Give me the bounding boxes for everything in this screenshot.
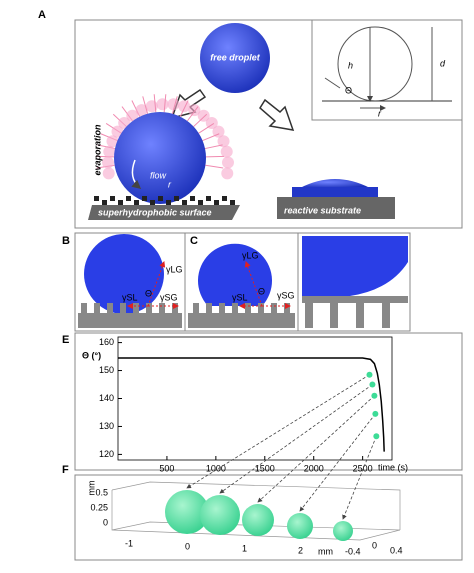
inset-rc: r bbox=[378, 108, 382, 118]
data-point bbox=[366, 372, 372, 378]
gamma-lg: γLG bbox=[166, 264, 183, 274]
surface-cell bbox=[198, 200, 203, 205]
inset-theta: Θ bbox=[345, 85, 352, 95]
gamma-sl: γSL bbox=[232, 292, 248, 302]
surface-cell bbox=[174, 196, 179, 201]
vapor bbox=[103, 146, 115, 158]
contact-angle-curve bbox=[118, 358, 384, 452]
x-tick-label: 1000 bbox=[206, 463, 226, 473]
y-tick-label: 140 bbox=[99, 393, 114, 403]
x-tick: 0 bbox=[185, 541, 190, 551]
surface-cell bbox=[222, 196, 227, 201]
y-tick-label: 130 bbox=[99, 421, 114, 431]
y-tick-label: 120 bbox=[99, 449, 114, 459]
panel-label: E bbox=[62, 334, 69, 346]
panel-label: A bbox=[38, 9, 46, 21]
gamma-lg: γLG bbox=[242, 250, 259, 260]
droplet-3d bbox=[200, 495, 240, 535]
reactive-layer bbox=[292, 187, 378, 197]
evaporation-label: evaporation bbox=[92, 124, 102, 176]
substrate-label: reactive substrate bbox=[284, 205, 361, 215]
pillars bbox=[302, 296, 408, 328]
evaporating-droplet bbox=[114, 112, 206, 204]
theta: Θ bbox=[145, 288, 152, 298]
surface-cell bbox=[134, 200, 139, 205]
droplet-3d bbox=[287, 513, 313, 539]
surface-label: superhydrophobic surface bbox=[98, 207, 212, 217]
x-tick-label: 2000 bbox=[304, 463, 324, 473]
pillars bbox=[188, 303, 295, 328]
theta: Θ bbox=[258, 286, 265, 296]
flow-label: flow bbox=[150, 170, 167, 180]
z-tick: 0 bbox=[103, 517, 108, 527]
droplet-3d bbox=[333, 521, 353, 541]
data-point bbox=[373, 433, 379, 439]
surface-cell bbox=[150, 200, 155, 205]
y-tick: 0 bbox=[372, 540, 377, 550]
data-point bbox=[371, 393, 377, 399]
data-point bbox=[372, 411, 378, 417]
ray bbox=[205, 165, 223, 168]
inset-d: d bbox=[440, 58, 446, 68]
inset-tangent bbox=[325, 78, 340, 88]
ray bbox=[205, 145, 223, 149]
surface-cell bbox=[190, 196, 195, 201]
gamma-sl: γSL bbox=[122, 292, 138, 302]
surface-cell bbox=[214, 200, 219, 205]
panel-label: F bbox=[62, 464, 69, 476]
plot-frame bbox=[118, 337, 392, 460]
x-axis-label: time (s) bbox=[378, 462, 408, 472]
vapor bbox=[222, 157, 234, 169]
droplet-label: free droplet bbox=[210, 52, 261, 62]
surface-cell bbox=[110, 196, 115, 201]
surface-cell bbox=[102, 200, 107, 205]
data-point bbox=[369, 382, 375, 388]
droplet bbox=[302, 236, 408, 296]
z-tick: 0.5 bbox=[95, 487, 108, 497]
vapor bbox=[221, 167, 233, 179]
z-tick: 0.25 bbox=[90, 502, 108, 512]
x-unit: mm bbox=[318, 546, 333, 556]
x-tick: 2 bbox=[298, 545, 303, 555]
y-tick: 0.4 bbox=[390, 545, 403, 555]
vapor bbox=[102, 157, 114, 169]
chart: 120 130 140 150 160 500 1000 1500 2000 2500 bbox=[99, 337, 392, 473]
arrow bbox=[260, 100, 293, 130]
vapor bbox=[103, 167, 115, 179]
surface-cell bbox=[182, 200, 187, 205]
x-tick: -1 bbox=[125, 538, 133, 548]
surface-cell bbox=[126, 196, 131, 201]
surface-cell bbox=[118, 200, 123, 205]
panel-label: C bbox=[190, 235, 198, 247]
x-tick-label: 500 bbox=[159, 463, 174, 473]
y-axis-label: Θ (°) bbox=[82, 350, 101, 360]
x-tick-label: 1500 bbox=[255, 463, 275, 473]
surface-cell bbox=[206, 196, 211, 201]
y-tick: -0.4 bbox=[345, 546, 361, 556]
link-arrow bbox=[343, 436, 376, 519]
surface-cell bbox=[166, 200, 171, 205]
vapor bbox=[157, 98, 169, 110]
y-tick-label: 150 bbox=[99, 365, 114, 375]
gamma-sg: γSG bbox=[277, 290, 295, 300]
surface-cell bbox=[94, 196, 99, 201]
panel-label: B bbox=[62, 235, 70, 247]
surface-cell bbox=[158, 196, 163, 201]
droplet-3d bbox=[242, 504, 274, 536]
panel-e-frame bbox=[75, 333, 462, 470]
inset-frame bbox=[312, 20, 462, 120]
x-tick-label: 2500 bbox=[353, 463, 373, 473]
gamma-sg: γSG bbox=[160, 292, 178, 302]
surface-cell bbox=[230, 200, 235, 205]
inset-h0: h bbox=[348, 60, 353, 70]
link-arrow bbox=[220, 385, 372, 493]
vapor bbox=[221, 146, 233, 158]
x-tick: 1 bbox=[242, 543, 247, 553]
y-tick-label: 160 bbox=[99, 337, 114, 347]
link-arrow bbox=[187, 375, 369, 488]
surface-cell bbox=[142, 196, 147, 201]
cap-droplet bbox=[300, 179, 370, 188]
